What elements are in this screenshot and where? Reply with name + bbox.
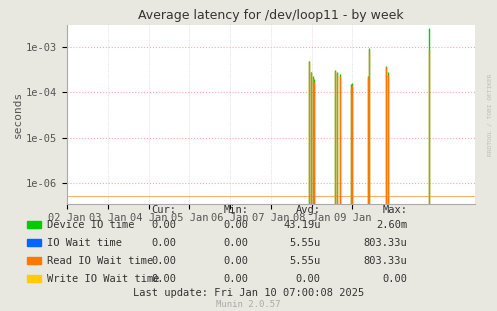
Text: RRDTOOL / TOBI OETIKER: RRDTOOL / TOBI OETIKER <box>487 74 492 156</box>
Text: 0.00: 0.00 <box>224 238 248 248</box>
Text: 0.00: 0.00 <box>152 256 176 266</box>
Text: Cur:: Cur: <box>152 205 176 215</box>
Text: Read IO Wait time: Read IO Wait time <box>47 256 154 266</box>
Text: IO Wait time: IO Wait time <box>47 238 122 248</box>
Text: 2.60m: 2.60m <box>376 220 408 230</box>
Y-axis label: seconds: seconds <box>13 91 23 138</box>
Text: 803.33u: 803.33u <box>364 238 408 248</box>
Text: 5.55u: 5.55u <box>289 256 321 266</box>
Text: 0.00: 0.00 <box>296 274 321 284</box>
Text: Device IO time: Device IO time <box>47 220 135 230</box>
Text: 43.19u: 43.19u <box>283 220 321 230</box>
Text: 803.33u: 803.33u <box>364 256 408 266</box>
Text: Munin 2.0.57: Munin 2.0.57 <box>216 300 281 309</box>
Text: Last update: Fri Jan 10 07:00:08 2025: Last update: Fri Jan 10 07:00:08 2025 <box>133 288 364 298</box>
Text: 0.00: 0.00 <box>224 220 248 230</box>
Text: 0.00: 0.00 <box>152 238 176 248</box>
Text: 0.00: 0.00 <box>224 256 248 266</box>
Text: Max:: Max: <box>383 205 408 215</box>
Text: 0.00: 0.00 <box>383 274 408 284</box>
Text: Write IO Wait time: Write IO Wait time <box>47 274 160 284</box>
Title: Average latency for /dev/loop11 - by week: Average latency for /dev/loop11 - by wee… <box>138 9 404 22</box>
Text: Min:: Min: <box>224 205 248 215</box>
Text: 5.55u: 5.55u <box>289 238 321 248</box>
Text: 0.00: 0.00 <box>224 274 248 284</box>
Text: 0.00: 0.00 <box>152 220 176 230</box>
Text: 0.00: 0.00 <box>152 274 176 284</box>
Text: Avg:: Avg: <box>296 205 321 215</box>
